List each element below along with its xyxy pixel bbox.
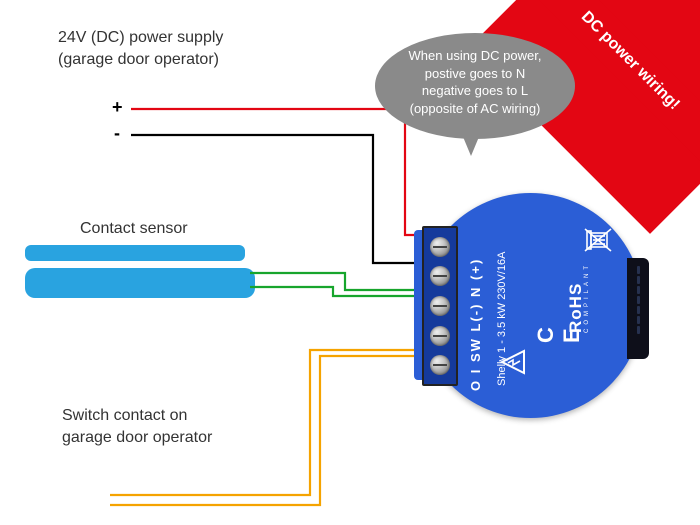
contact-sensor-label: Contact sensor <box>80 218 188 240</box>
bubble-line4: (opposite of AC wiring) <box>410 101 541 116</box>
screw-sw <box>430 296 450 316</box>
bubble-line3: negative goes to L <box>422 83 528 98</box>
bubble-line2: postive goes to N <box>425 66 525 81</box>
rohs-mark: RoHS COMPILANT <box>566 262 590 333</box>
lightning-icon <box>500 348 528 376</box>
power-supply-line2: (garage door operator) <box>58 51 219 68</box>
wire-black <box>131 135 430 263</box>
screw-i <box>430 326 450 346</box>
contact-sensor-top <box>25 245 245 261</box>
screw-n <box>430 237 450 257</box>
speech-bubble: When using DC power, postive goes to N n… <box>375 33 575 139</box>
switch-contact-label: Switch contact on garage door operator <box>62 405 212 448</box>
bubble-line1: When using DC power, <box>409 48 542 63</box>
weee-icon <box>583 223 613 257</box>
wiring-diagram: { "canvas": { "width": 700, "height": 52… <box>0 0 700 525</box>
bubble-body: When using DC power, postive goes to N n… <box>375 33 575 139</box>
power-supply-line1: 24V (DC) power supply <box>58 29 223 46</box>
contact-sensor-bottom <box>25 268 255 298</box>
power-supply-label: 24V (DC) power supply (garage door opera… <box>58 27 223 70</box>
wire-green2 <box>250 287 430 296</box>
rohs-text: RoHS <box>566 283 585 333</box>
screw-l <box>430 266 450 286</box>
terminal-block <box>422 226 458 386</box>
switch-line2: garage door operator <box>62 429 212 446</box>
rohs-sub: COMPILANT <box>584 262 590 333</box>
terminal-labels: O I SW L(-) N (+) <box>468 258 483 391</box>
wire-green1 <box>250 273 430 290</box>
bubble-tail <box>461 132 481 156</box>
pin-header <box>627 258 649 359</box>
minus-sign: - <box>114 123 120 144</box>
plus-sign: + <box>112 97 123 118</box>
screw-o <box>430 355 450 375</box>
switch-line1: Switch contact on <box>62 407 187 424</box>
